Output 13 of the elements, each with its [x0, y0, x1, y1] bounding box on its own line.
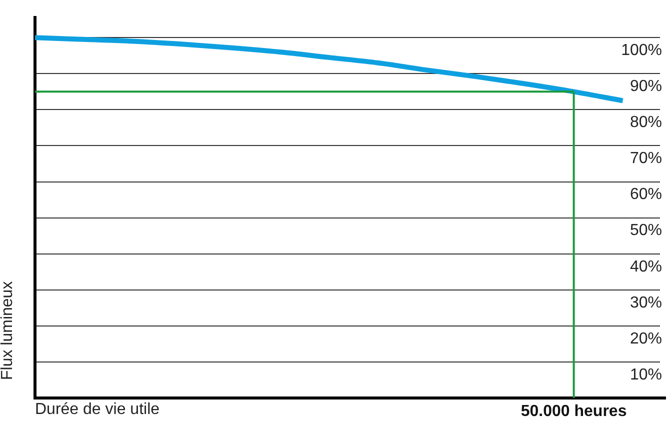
y-tick-label: 70%: [630, 150, 662, 168]
y-tick-label: 50%: [630, 222, 662, 240]
y-tick-label: 20%: [630, 330, 662, 348]
y-tick-label: 90%: [630, 78, 662, 96]
y-tick-label: 40%: [630, 258, 662, 276]
y-tick-label: 10%: [630, 366, 662, 384]
y-axis-title: Flux lumineux: [0, 281, 17, 380]
y-tick-label: 60%: [630, 186, 662, 204]
x-tick-label: 50.000 heures: [520, 403, 627, 420]
y-tick-label: 80%: [630, 114, 662, 132]
y-tick-label: 100%: [621, 42, 662, 60]
y-tick-label: 30%: [630, 294, 662, 312]
x-axis-title: Durée de vie utile: [35, 401, 160, 419]
